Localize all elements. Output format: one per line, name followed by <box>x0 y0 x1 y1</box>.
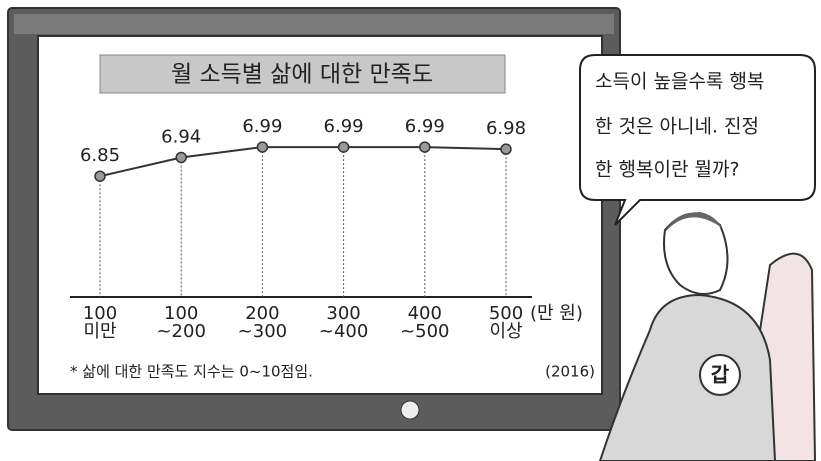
bubble-line: 한 행복이란 뭘까? <box>595 159 740 181</box>
point <box>176 152 186 162</box>
point <box>257 142 267 152</box>
illustration: 월 소득별 삶에 대한 만족도 (만 원) * 삶에 대한 만족도 지수는 0~… <box>0 0 821 461</box>
x-tick-label: 500 이상 <box>481 305 531 341</box>
value-label: 6.99 <box>324 116 364 137</box>
tv-button <box>401 401 419 419</box>
page: 월 소득별 삶에 대한 만족도 (만 원) * 삶에 대한 만족도 지수는 0~… <box>0 0 821 461</box>
value-label: 6.99 <box>242 116 282 137</box>
x-tick-label: 400 ~500 <box>400 305 450 341</box>
body <box>600 295 775 461</box>
tv-bezel <box>14 14 614 34</box>
bubble-line: 한 것은 아니네. 진정 <box>595 116 759 138</box>
value-label: 6.94 <box>161 126 201 147</box>
value-label: 6.98 <box>486 118 526 139</box>
source: (2016) <box>545 363 595 381</box>
value-label: 6.85 <box>80 145 120 166</box>
x-axis-label: (만 원) <box>530 303 583 324</box>
x-tick-label: 100 ~200 <box>156 305 206 341</box>
x-tick-label: 100 미만 <box>75 305 125 341</box>
chart-title: 월 소득별 삶에 대한 만족도 <box>171 62 433 88</box>
bubble-line: 소득이 높을수록 행복 <box>595 71 764 93</box>
point <box>95 171 105 181</box>
x-tick-label: 300 ~400 <box>319 305 369 341</box>
value-label: 6.99 <box>405 116 445 137</box>
head <box>664 214 728 294</box>
x-tick-label: 200 ~300 <box>237 305 287 341</box>
point <box>339 142 349 152</box>
note: * 삶에 대한 만족도 지수는 0~10점임. <box>70 363 313 381</box>
point <box>420 142 430 152</box>
character-label: 갑 <box>711 363 730 387</box>
point <box>501 144 511 154</box>
